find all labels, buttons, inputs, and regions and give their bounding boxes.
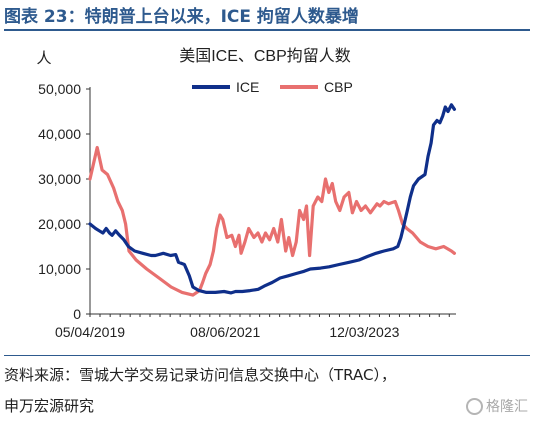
- figure-title: 图表 23：特朗普上台以来，ICE 拘留人数暴增: [4, 7, 359, 27]
- publisher-note: 申万宏源研究: [4, 397, 95, 415]
- x-tick-label: 05/04/2019: [55, 324, 125, 340]
- legend: ICE CBP: [192, 79, 353, 95]
- title-rule: [4, 29, 530, 31]
- source-note: 资料来源：雪城大学交易记录访问信息交换中心（TRAC），: [4, 366, 396, 384]
- watermark-text: 格隆汇: [486, 399, 528, 415]
- x-axis: 05/04/2019 08/06/2021 12/03/2023: [55, 313, 456, 340]
- series-line-ice: [88, 103, 456, 295]
- y-axis-unit-label: 人: [36, 50, 51, 67]
- y-tick-label: 20,000: [38, 216, 81, 232]
- x-tick-label: 08/06/2021: [190, 324, 260, 340]
- line-chart: 美国ICE、CBP拘留人数 人 ICE CBP 0 10,000 20,000 30,…: [36, 47, 456, 340]
- y-axis: 0 10,000 20,000 30,000 40,000 50,000: [38, 81, 91, 322]
- legend-ice-label: ICE: [236, 79, 259, 95]
- y-tick-label: 30,000: [38, 171, 81, 187]
- y-tick-label: 40,000: [38, 126, 81, 142]
- footer-rule: [4, 355, 530, 356]
- legend-cbp-label: CBP: [324, 79, 353, 95]
- plot-lines: [88, 103, 456, 297]
- y-tick-label: 10,000: [38, 261, 81, 277]
- watermark: 格隆汇: [466, 396, 528, 416]
- chart-title: 美国ICE、CBP拘留人数: [179, 47, 351, 65]
- series-line-cbp: [88, 145, 456, 297]
- y-tick-label: 50,000: [38, 81, 81, 97]
- y-tick-label: 0: [73, 306, 81, 322]
- watermark-logo-icon: [466, 397, 483, 415]
- x-tick-label: 12/03/2023: [329, 324, 399, 340]
